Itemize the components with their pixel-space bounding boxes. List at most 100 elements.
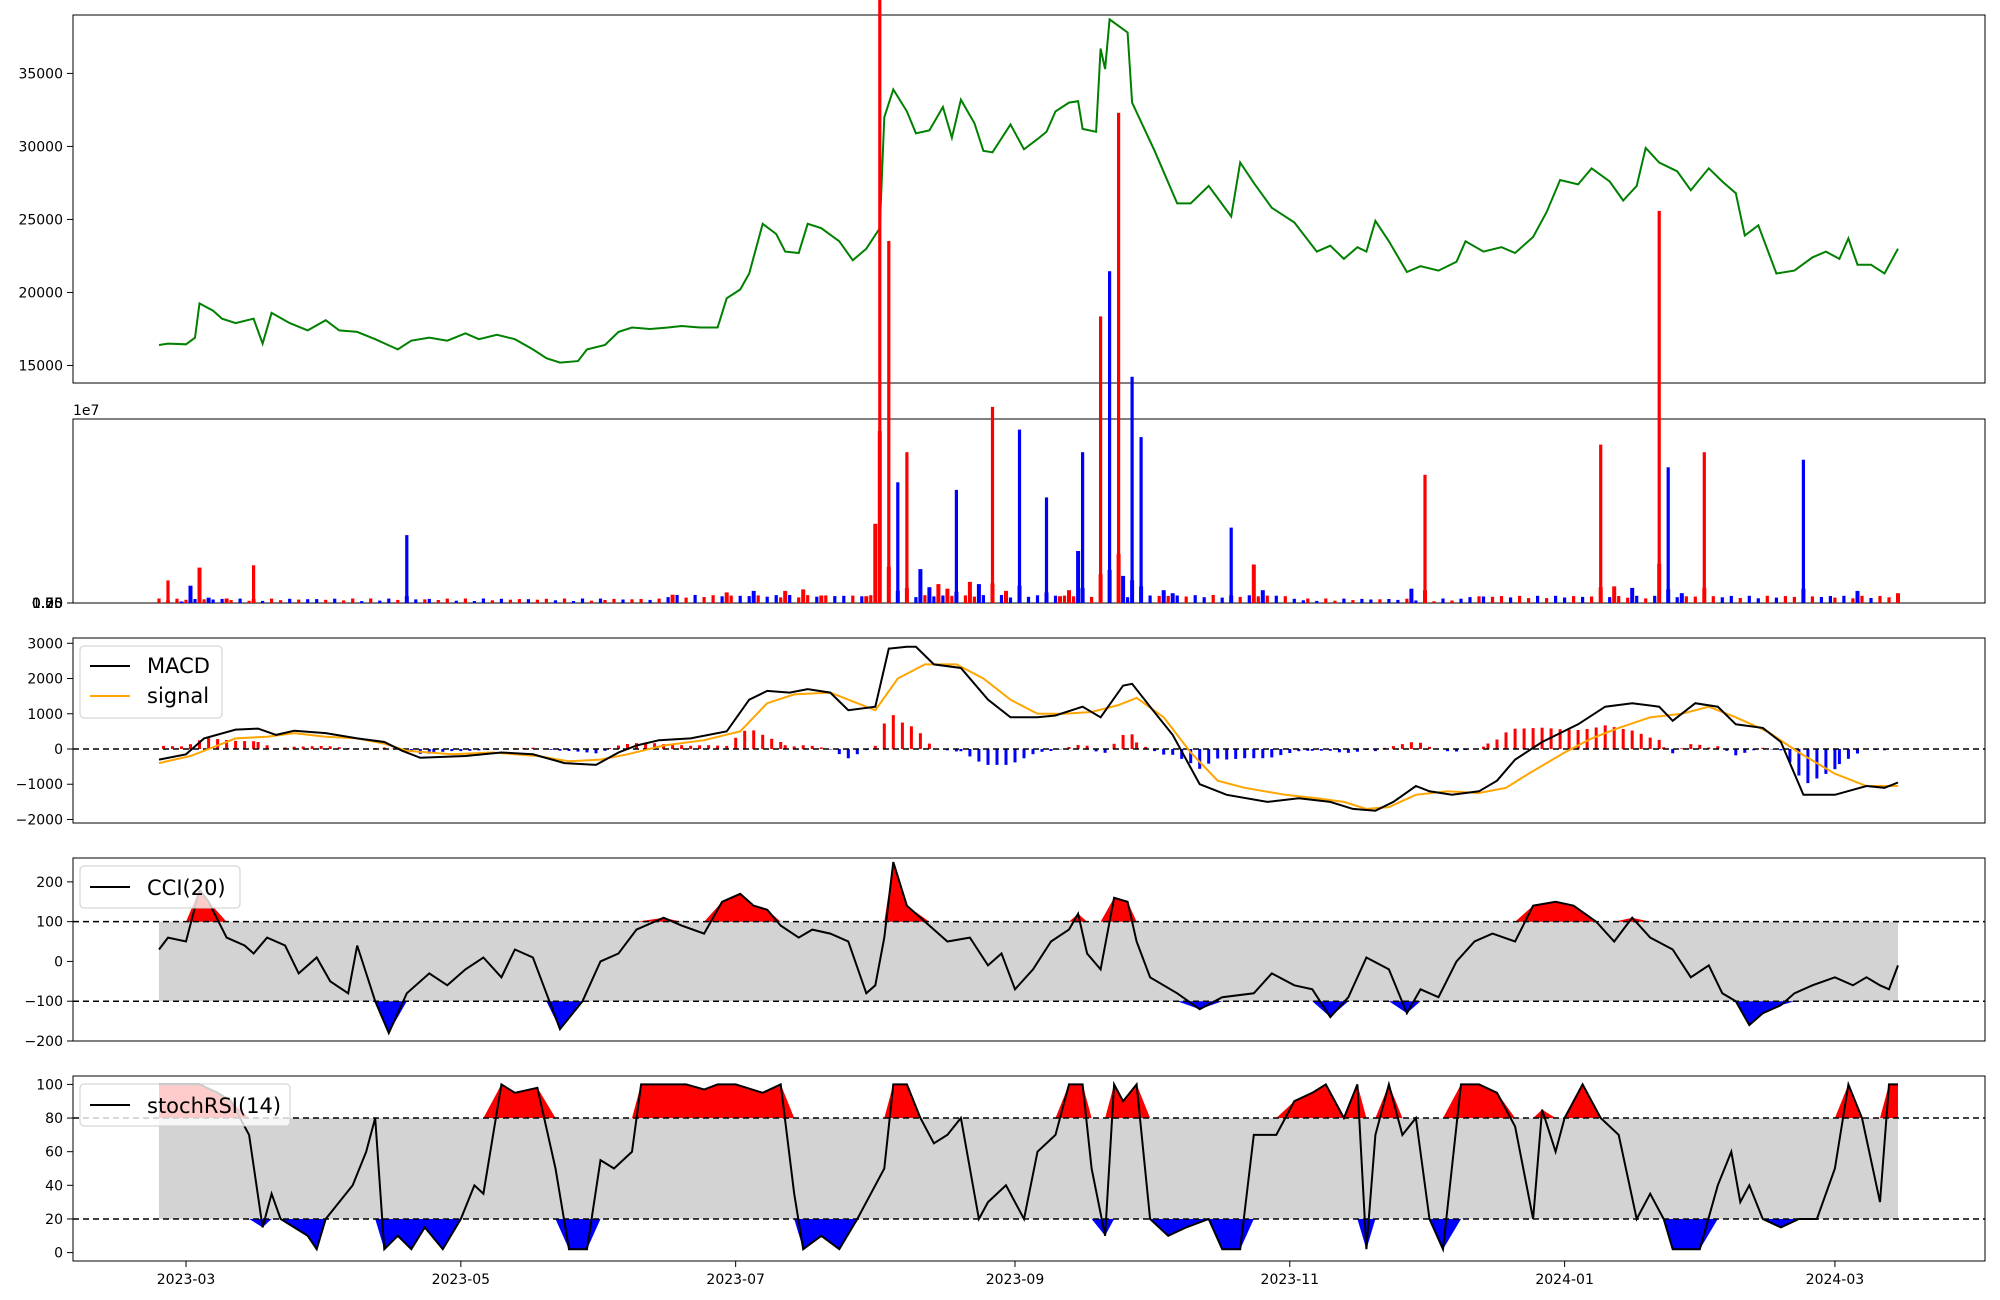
macd-histogram-bar bbox=[707, 745, 711, 749]
volume-bar bbox=[1450, 600, 1454, 603]
macd-histogram-bar bbox=[954, 749, 958, 752]
macd-histogram-bar bbox=[626, 744, 629, 749]
volume-bar bbox=[1828, 596, 1832, 603]
macd-histogram-bar bbox=[310, 746, 314, 749]
volume-bar bbox=[720, 596, 724, 603]
volume-bar bbox=[1405, 598, 1409, 603]
price-line bbox=[158, 17, 1899, 364]
macd-histogram-bar bbox=[234, 740, 238, 749]
macd-histogram-bar bbox=[1243, 749, 1247, 759]
volume-bar bbox=[1378, 599, 1382, 603]
macd-histogram-bar bbox=[1576, 730, 1580, 749]
volume-bar bbox=[864, 596, 869, 603]
volume-bar bbox=[927, 587, 932, 603]
macd-histogram-bar bbox=[1639, 733, 1643, 749]
macd-histogram-bar bbox=[855, 749, 859, 755]
volume-ytick-label: 0.75 bbox=[32, 596, 63, 612]
volume-bar bbox=[481, 598, 485, 603]
macd-histogram-bar bbox=[1513, 728, 1517, 749]
volume-bar bbox=[206, 597, 211, 603]
cci-ytick-label: 200 bbox=[36, 875, 63, 891]
macd-histogram-bar bbox=[837, 749, 841, 755]
volume-bar bbox=[887, 241, 891, 603]
macd-histogram-bar bbox=[1004, 749, 1008, 765]
macd-legend-label: MACD bbox=[147, 654, 210, 678]
volume-bar bbox=[869, 595, 873, 603]
volume-bar bbox=[1468, 597, 1472, 603]
volume-bar bbox=[904, 587, 909, 603]
macd-histogram-bar bbox=[671, 744, 675, 749]
macd-histogram-bar bbox=[1558, 729, 1562, 749]
macd-histogram-bar bbox=[1288, 749, 1292, 753]
cci-overbought-fill bbox=[159, 862, 1898, 922]
volume-bar bbox=[990, 583, 995, 603]
volume-bar bbox=[878, 0, 882, 603]
macd-histogram-bar bbox=[1319, 749, 1323, 751]
macd-histogram-bar bbox=[301, 746, 305, 749]
volume-bar bbox=[1572, 596, 1576, 603]
macd-histogram-bar bbox=[900, 722, 904, 749]
volume-bar bbox=[157, 598, 161, 603]
volume-bar bbox=[1657, 563, 1662, 603]
volume-bar bbox=[1630, 587, 1635, 603]
macd-histogram-bar bbox=[1144, 746, 1148, 749]
volume-bar bbox=[166, 600, 170, 603]
volume-bar bbox=[779, 597, 783, 603]
macd-histogram-bar bbox=[1837, 749, 1841, 765]
macd-histogram-bar bbox=[783, 745, 787, 749]
volume-bar bbox=[1121, 575, 1126, 603]
macd-panel: −2000 −1000 0 1000 2000 3000 MACD signal bbox=[16, 636, 1986, 828]
volume-bar bbox=[1360, 598, 1364, 603]
volume-bar bbox=[197, 567, 202, 603]
macd-histogram-bar bbox=[968, 749, 972, 757]
volume-bar bbox=[544, 598, 548, 603]
macd-histogram-bar bbox=[882, 723, 886, 749]
volume-bar bbox=[1666, 589, 1671, 603]
volume-bar bbox=[747, 596, 751, 603]
volume-bar bbox=[445, 598, 449, 603]
macd-histogram-bar bbox=[846, 749, 850, 759]
volume-bar bbox=[1008, 597, 1013, 603]
volume-bar bbox=[553, 600, 558, 603]
macd-histogram-bar bbox=[265, 745, 269, 749]
macd-histogram-bar bbox=[1671, 749, 1675, 754]
volume-bar bbox=[184, 599, 188, 603]
volume-bar bbox=[1635, 595, 1639, 603]
macd-histogram-bar bbox=[1594, 727, 1598, 749]
macd-histogram-bar bbox=[1504, 732, 1508, 749]
macd-histogram-bar bbox=[1657, 739, 1661, 749]
volume-bar bbox=[454, 600, 458, 603]
volume-bar bbox=[833, 596, 837, 603]
volume-bar bbox=[1702, 587, 1707, 603]
stochrsi-oversold-fill bbox=[159, 1219, 1898, 1250]
volume-bar bbox=[905, 452, 909, 603]
volume-bar bbox=[1211, 595, 1215, 603]
macd-histogram-bar bbox=[1094, 749, 1098, 752]
volume-bar bbox=[860, 596, 864, 603]
volume-bar bbox=[404, 596, 409, 603]
macd-histogram-bar bbox=[427, 749, 431, 754]
macd-histogram-bar bbox=[1400, 744, 1404, 749]
volume-bar bbox=[193, 599, 197, 603]
volume-bar bbox=[1702, 452, 1706, 603]
macd-histogram-bar bbox=[468, 749, 472, 751]
volume-bar bbox=[1175, 595, 1179, 603]
volume-panel: 0.000.250.500.751.00 1e7 bbox=[32, 0, 1986, 612]
volume-bar bbox=[247, 600, 251, 603]
volume-bar bbox=[815, 596, 819, 603]
volume-bar bbox=[918, 569, 923, 603]
volume-bar bbox=[1099, 316, 1103, 603]
macd-histogram-bar bbox=[1103, 749, 1107, 753]
stochrsi-ytick-label: 80 bbox=[45, 1111, 63, 1127]
macd-histogram-bar bbox=[225, 740, 229, 749]
volume-bar bbox=[589, 600, 594, 603]
volume-bar bbox=[774, 595, 778, 603]
macd-histogram-bar bbox=[1495, 739, 1499, 749]
volume-bar bbox=[976, 584, 981, 603]
volume-bar bbox=[1536, 595, 1540, 603]
volume-bar bbox=[1581, 596, 1585, 603]
macd-histogram-bar bbox=[819, 747, 823, 749]
cci-legend-box bbox=[79, 865, 241, 909]
volume-bar bbox=[369, 598, 373, 603]
volume-bar bbox=[1067, 590, 1071, 603]
